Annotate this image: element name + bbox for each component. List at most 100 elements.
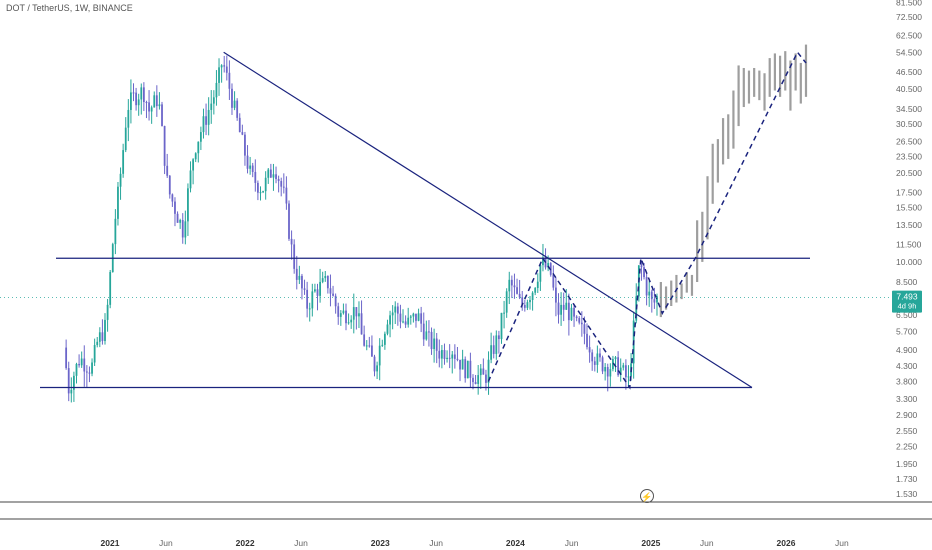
candle-body [161,104,163,127]
candle-body [619,367,622,376]
y-tick-label: 40.500 [896,84,922,94]
candle-body [555,287,557,303]
candle-body [215,82,218,98]
candle-body [580,322,583,325]
x-tick-label: Jun [565,538,579,548]
candle-body [627,376,630,378]
candle-body [466,360,469,379]
x-tick-label: 2025 [641,538,660,548]
candle-body [451,354,454,359]
candle-body [238,117,241,133]
y-tick-label: 81.500 [896,0,922,8]
candle-body [645,277,648,296]
x-tick-label: Jun [700,538,714,548]
candle-body [194,153,197,160]
candle-body [210,103,213,110]
candle-body [244,134,246,156]
drawn-lines [0,50,932,520]
candle-body [91,362,93,374]
candle-body [282,186,285,188]
price-axis[interactable]: 1.530 1.730 1.950 2.250 2.550 2.900 3.300 3.800… [896,0,922,499]
candle-body [575,316,578,319]
candle-body [288,203,290,239]
candle-body [648,291,651,296]
candle-body [220,65,223,68]
candle-body [158,104,161,107]
y-tick-label: 11.500 [896,240,922,250]
y-tick-label: 46.500 [896,67,922,77]
candle-body [269,169,272,178]
candle-body [109,272,112,305]
candle-body [246,155,249,169]
candle-body [127,109,130,128]
candle-body [557,302,560,315]
candle-body [505,291,508,313]
candle-body [256,182,259,193]
candle-body [617,357,620,376]
y-tick-label: 3.300 [896,394,918,404]
candle-body [249,165,252,169]
candle-body [202,116,205,133]
candle-body [526,302,529,308]
candle-body [542,257,544,266]
candle-body [337,306,340,317]
candle-body [93,345,96,363]
candle-body [391,312,394,316]
candle-body [503,312,505,314]
candle-body [236,100,239,118]
candle-body [184,221,187,238]
candle-body [65,347,68,369]
lightning-icon[interactable]: ⚡ [640,489,654,503]
candle-body [140,87,143,100]
y-tick-label: 10.000 [896,257,922,267]
candle-body [124,127,127,151]
candle-body [187,188,189,222]
candle-body [176,213,179,223]
x-tick-label: Jun [429,538,443,548]
time-axis[interactable]: 2021 Jun 2022 Jun 2023 Jun 2024 Jun 2025 Jun 2026 J… [101,538,849,548]
y-tick-label: 34.500 [896,104,922,114]
candle-body [378,345,381,366]
candle-body [547,263,550,268]
candle-body [381,344,384,346]
candle-body [586,333,588,348]
candle-body [137,99,140,106]
candle-body [513,285,516,288]
candle-body [218,67,220,83]
candle-body [254,171,257,183]
candle-body [479,368,482,376]
x-tick-label: 2024 [506,538,525,548]
candle-body [83,358,86,372]
candle-body [251,165,254,172]
y-tick-label: 23.500 [896,151,922,161]
x-tick-label: 2022 [236,538,255,548]
candle-body [376,365,379,372]
y-tick-label: 26.500 [896,136,922,146]
candle-body [578,318,581,323]
candle-body [420,313,423,324]
candle-body [303,288,306,290]
candle-body [80,358,83,366]
candle-body [422,323,425,340]
y-tick-label: 4.300 [896,361,918,371]
candle-body [653,299,656,303]
candle-body [104,319,106,342]
candle-body [132,92,135,94]
candle-body [448,357,451,359]
candle-body [365,345,368,347]
candle-body [601,357,604,372]
candle-body [329,288,332,294]
y-tick-label: 1.950 [896,459,918,469]
candle-body [404,321,407,325]
candle-body [622,365,625,368]
candle-body [67,368,70,394]
candle-body [264,177,267,192]
candle-body [311,291,314,309]
candle-body [326,276,329,289]
candle-body [500,312,503,340]
y-tick-label: 15.500 [896,203,922,213]
candle-body [241,132,244,135]
candle-body [114,218,117,245]
candle-body [604,367,607,372]
